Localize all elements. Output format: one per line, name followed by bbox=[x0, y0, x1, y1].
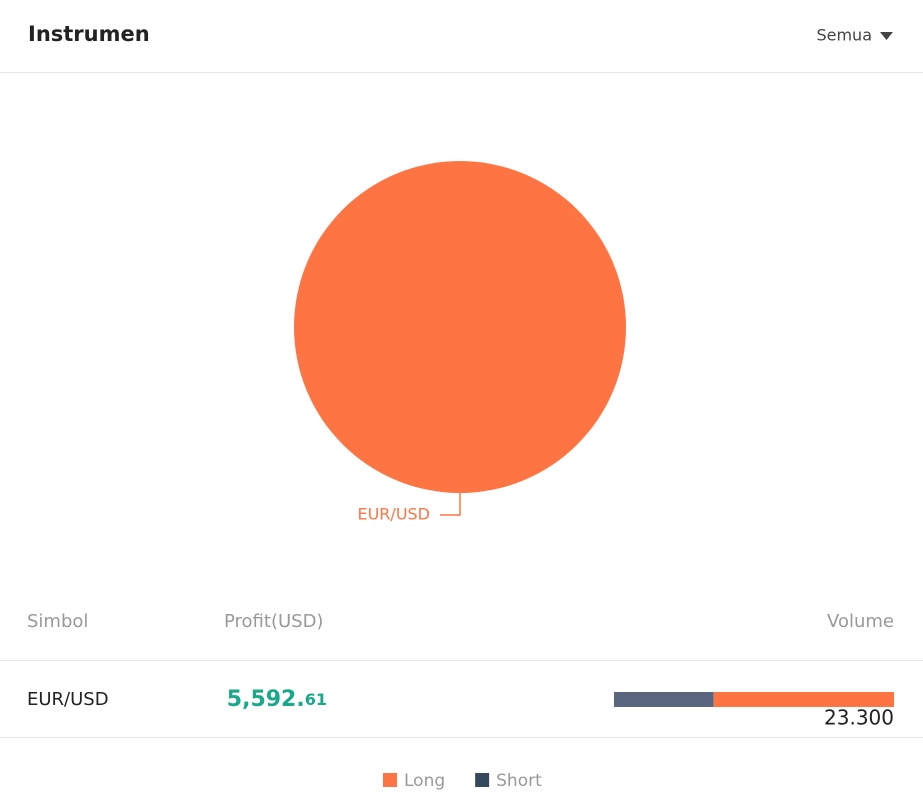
profit-main: 5,592. bbox=[227, 687, 305, 712]
filter-dropdown[interactable]: Semua bbox=[816, 26, 872, 45]
dropdown-arrow[interactable] bbox=[880, 32, 893, 40]
symbol: EUR/USD bbox=[27, 689, 109, 710]
legend-swatch bbox=[383, 773, 397, 787]
column-header: Simbol bbox=[27, 611, 88, 632]
column-header: Volume bbox=[827, 611, 894, 632]
legend-label: Short bbox=[496, 771, 542, 791]
legend-swatch bbox=[475, 773, 490, 787]
volume-segment bbox=[614, 692, 714, 707]
volume: 23.300 bbox=[824, 706, 894, 730]
column-header: Profit(USD) bbox=[224, 611, 323, 632]
profit: 5,592.61 bbox=[227, 687, 327, 712]
slice-label: EUR/USD bbox=[357, 505, 430, 524]
legend-label: Long bbox=[404, 771, 445, 791]
profit-cents: 61 bbox=[305, 690, 327, 709]
panel-title: Instrumen bbox=[28, 22, 150, 46]
pie-slice bbox=[294, 161, 626, 493]
leader-line bbox=[440, 493, 461, 516]
volume-segment bbox=[713, 692, 894, 707]
